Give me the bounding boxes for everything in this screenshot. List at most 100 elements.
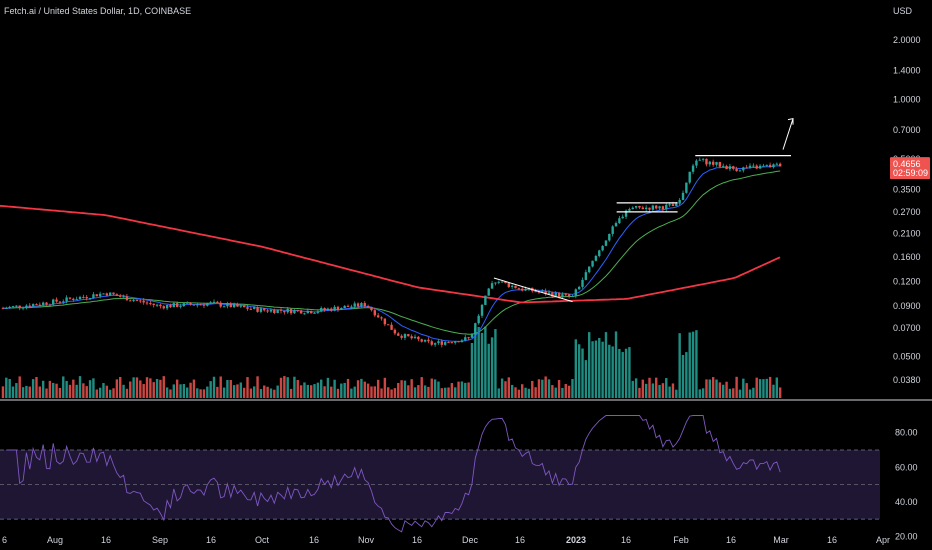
candle-body-194 [651,205,655,210]
candle-181 [608,233,611,242]
volume-bar-130 [437,381,440,398]
time-label-14: 16 [726,535,736,545]
candle-body-82 [276,309,279,313]
chart-title: Fetch.ai / United States Dollar, 1D, COI… [4,6,192,16]
candle-5 [18,305,21,311]
candle-body-218 [732,166,735,169]
volume-bar-35 [119,376,122,398]
candle-229 [768,162,772,168]
candle-51 [172,301,176,308]
candle-body-147 [494,282,497,284]
candle-body-55 [186,302,189,304]
candle-149 [500,281,504,283]
candle-body-107 [360,303,363,307]
candle-191 [641,205,645,210]
candle-body-28 [95,294,98,297]
time-label-4: 16 [206,535,216,545]
candle-body-84 [283,310,286,313]
candle-body-216 [725,165,728,170]
volume-bar-138 [464,382,467,398]
volume-bar-140 [470,343,474,398]
volume-bar-198 [665,378,668,398]
candle-body-68 [229,303,232,308]
candle-217 [728,163,732,172]
candle-185 [621,214,624,219]
candle-body-142 [477,315,480,324]
candle-44 [149,300,152,306]
volume-bar-187 [628,347,631,398]
candle-body-219 [735,168,738,172]
candle-12 [41,301,45,307]
candle-202 [678,197,681,206]
candle-body-200 [671,204,675,207]
candle-body-156 [524,288,527,291]
candle-body-211 [708,161,712,165]
volume-bar-143 [480,332,484,398]
candle-body-135 [454,341,457,343]
volume-bar-205 [688,332,691,398]
candle-140 [470,333,474,338]
volume-bar-184 [618,348,621,398]
candle-body-131 [440,341,444,345]
candle-218 [732,165,735,171]
arrow-head-3 [787,118,794,125]
candle-162 [544,288,547,296]
volume-bar-153 [514,387,517,398]
volume-bar-188 [631,380,634,398]
candle-body-97 [326,308,330,310]
volume-bar-10 [35,377,38,398]
candle-81 [273,308,276,315]
volume-bar-128 [430,378,433,398]
volume-bar-141 [474,328,477,398]
candle-body-223 [748,165,752,168]
candle-body-198 [665,204,668,210]
candle-42 [142,298,145,305]
volume-bar-126 [423,385,427,398]
candle-77 [259,306,263,314]
volume-bar-72 [242,387,246,398]
candle-body-7 [25,305,28,308]
candle-body-72 [242,305,246,308]
annotations [493,118,794,303]
volume-bar-83 [279,377,283,398]
volume-bar-54 [182,384,186,398]
volume-bar-146 [490,337,494,398]
volume-bar-203 [681,354,685,398]
candle-body-144 [484,295,487,305]
volume-bar-34 [115,379,119,398]
volume-bar-218 [732,388,735,398]
arrow-shaft-3 [782,118,794,150]
price-axis[interactable]: USD2.00001.40001.00000.70000.50000.35000… [893,6,921,385]
volume-bar-41 [139,380,142,398]
candle-body-22 [75,299,78,301]
candle-68 [229,301,232,308]
candle-body-99 [333,306,336,311]
volume-bar-161 [541,379,544,398]
candle-body-8 [28,305,31,307]
volume-bar-26 [88,380,92,398]
time-label-3: Sep [152,535,168,545]
candle-body-112 [376,315,380,318]
candle-209 [701,158,705,162]
candle-body-203 [681,192,685,200]
volume-bar-190 [638,387,641,398]
time-axis[interactable]: 6 Aug 16 Sep 16 Oct 16 Nov 16 Dec 16 2023 16 Feb 16 Mar… [2,535,890,545]
volume-bar-90 [303,382,306,398]
candle-43 [145,300,149,306]
candle-180 [604,240,608,247]
candle-body-148 [497,281,500,283]
candle-body-106 [356,303,360,307]
candle-122 [410,334,413,340]
time-label-1: Aug [47,535,63,545]
volume-bar-106 [356,380,360,398]
rsi-polyline [6,415,781,533]
candle-body-108 [363,303,366,307]
candle-body-10 [35,304,38,306]
candle-131 [440,339,444,348]
volume-bar-105 [353,386,356,398]
candle-body-96 [323,308,326,310]
candle-113 [380,316,383,321]
candle-40 [135,299,139,302]
candle-body-164 [551,292,554,297]
